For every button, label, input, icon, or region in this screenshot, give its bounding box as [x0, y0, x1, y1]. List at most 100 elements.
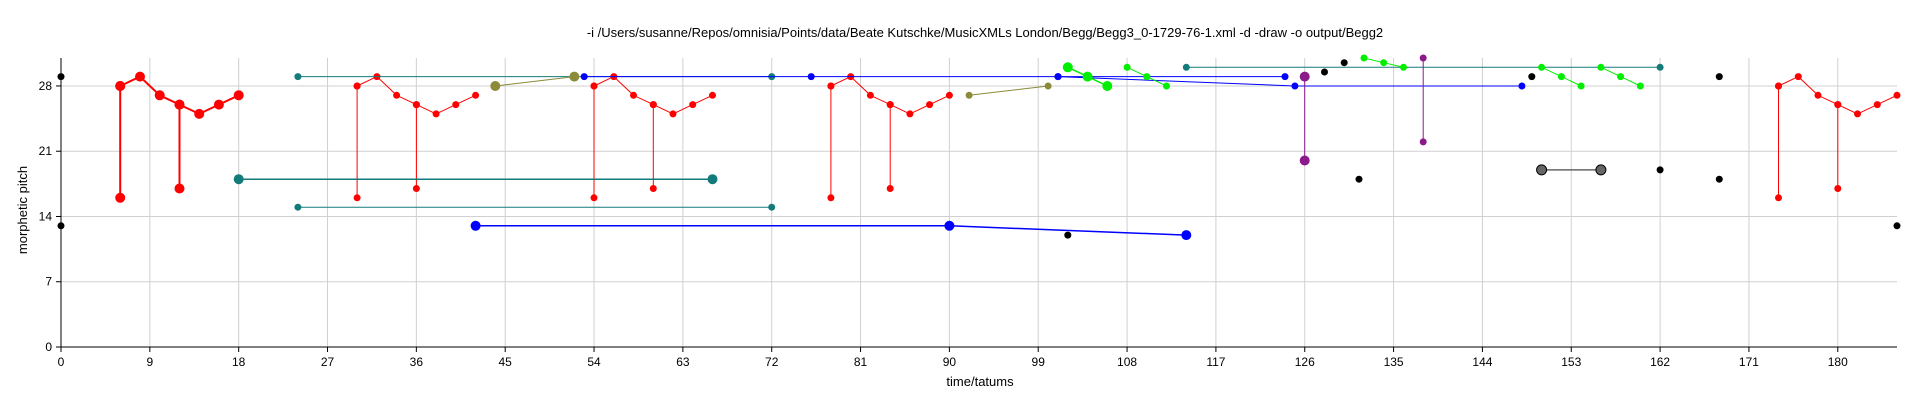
- data-point: [926, 101, 934, 109]
- background-point: [1715, 175, 1723, 183]
- tick-layer: 0 9 18 27 36 45 54 63 72 81 90 99 108 117 126 135 144 153…: [39, 79, 1848, 369]
- data-point: [1577, 82, 1585, 90]
- x-tick-label: 18: [232, 355, 246, 369]
- series-lime-16: [1360, 54, 1407, 71]
- x-tick-label: 153: [1561, 355, 1581, 369]
- data-point: [1400, 63, 1407, 71]
- data-point: [1123, 63, 1131, 71]
- data-point: [233, 90, 244, 101]
- x-tick-label: 0: [58, 355, 65, 369]
- data-point: [1062, 62, 1073, 73]
- data-point: [709, 91, 716, 99]
- series-purple-19: [1299, 71, 1310, 166]
- data-point: [768, 203, 776, 211]
- data-point: [886, 185, 894, 192]
- data-point: [1102, 81, 1113, 91]
- data-point: [233, 174, 244, 185]
- data-point: [174, 99, 185, 110]
- series-blue-10: [580, 73, 1289, 81]
- series-red-1: [353, 73, 480, 202]
- series-blue-9: [470, 220, 1192, 241]
- data-point: [1617, 73, 1625, 81]
- axis-layer: [60, 58, 1897, 348]
- data-point: [194, 108, 205, 119]
- data-point: [707, 174, 718, 185]
- data-point: [906, 110, 914, 118]
- chart-title: -i /Users/susanne/Repos/omnisia/Points/d…: [587, 25, 1383, 40]
- x-tick-label: 108: [1117, 355, 1137, 369]
- data-point: [965, 91, 973, 99]
- data-point: [1044, 82, 1052, 90]
- x-tick-label: 45: [499, 355, 513, 369]
- series-lime-17: [1538, 63, 1585, 90]
- data-point: [1182, 63, 1190, 71]
- series-red-2: [590, 73, 716, 202]
- background-point: [57, 222, 65, 230]
- data-point: [1595, 164, 1607, 176]
- background-point: [1528, 73, 1536, 81]
- background-point: [1656, 166, 1664, 174]
- data-point: [353, 194, 361, 202]
- series-line: [830, 76, 950, 199]
- x-tick-label: 117: [1206, 355, 1225, 369]
- data-point: [1557, 73, 1565, 81]
- data-point: [452, 101, 460, 109]
- series-red-4: [1775, 73, 1901, 202]
- data-point: [1163, 82, 1170, 90]
- data-point: [569, 71, 580, 82]
- data-point: [1775, 194, 1782, 202]
- series-purple-20: [1419, 54, 1427, 146]
- data-point: [1536, 164, 1548, 176]
- x-tick-label: 36: [410, 355, 424, 369]
- y-tick-label: 0: [45, 340, 52, 354]
- x-tick-label: 9: [146, 355, 153, 369]
- x-tick-label: 72: [765, 355, 779, 369]
- data-point: [1281, 73, 1289, 81]
- data-point: [649, 185, 657, 192]
- y-axis-label: morphetic pitch: [15, 166, 30, 254]
- data-point: [1380, 59, 1388, 67]
- x-tick-label: 162: [1650, 355, 1670, 369]
- series-teal-6: [294, 203, 776, 211]
- grid-layer: [60, 58, 1897, 348]
- data-point: [294, 73, 302, 81]
- data-point: [1597, 63, 1605, 71]
- data-point: [1054, 73, 1062, 81]
- series-olive-12: [490, 71, 580, 91]
- series-lime-18: [1597, 63, 1644, 90]
- data-point: [213, 99, 224, 110]
- data-point: [154, 90, 165, 101]
- data-point: [590, 82, 598, 90]
- x-tick-label: 81: [854, 355, 868, 369]
- data-point: [1518, 82, 1526, 90]
- x-tick-label: 126: [1295, 355, 1315, 369]
- y-tick-label: 21: [39, 144, 53, 158]
- series-lime-15: [1123, 63, 1170, 90]
- data-point: [412, 185, 420, 192]
- series-layer: [115, 54, 1901, 241]
- data-point: [115, 81, 126, 91]
- x-tick-label: 63: [676, 355, 690, 369]
- data-point: [1419, 138, 1427, 146]
- data-point: [1181, 230, 1192, 241]
- series-olive-13: [965, 82, 1052, 99]
- background-point: [57, 73, 65, 81]
- series-teal-5: [233, 174, 718, 185]
- x-tick-label: 99: [1032, 355, 1046, 369]
- y-tick-label: 14: [39, 209, 53, 223]
- data-point: [1893, 91, 1901, 99]
- x-tick-label: 54: [587, 355, 601, 369]
- data-point: [135, 71, 145, 82]
- data-point: [669, 110, 677, 118]
- data-point: [1419, 54, 1427, 62]
- data-point: [1291, 82, 1299, 90]
- x-tick-label: 135: [1384, 355, 1404, 369]
- series-red-0: [115, 71, 244, 203]
- data-point: [944, 220, 955, 231]
- series-gray_line-21: [1536, 164, 1607, 176]
- background-point: [1340, 59, 1348, 67]
- data-point: [115, 192, 126, 203]
- data-point: [353, 82, 361, 90]
- data-point: [1873, 101, 1881, 109]
